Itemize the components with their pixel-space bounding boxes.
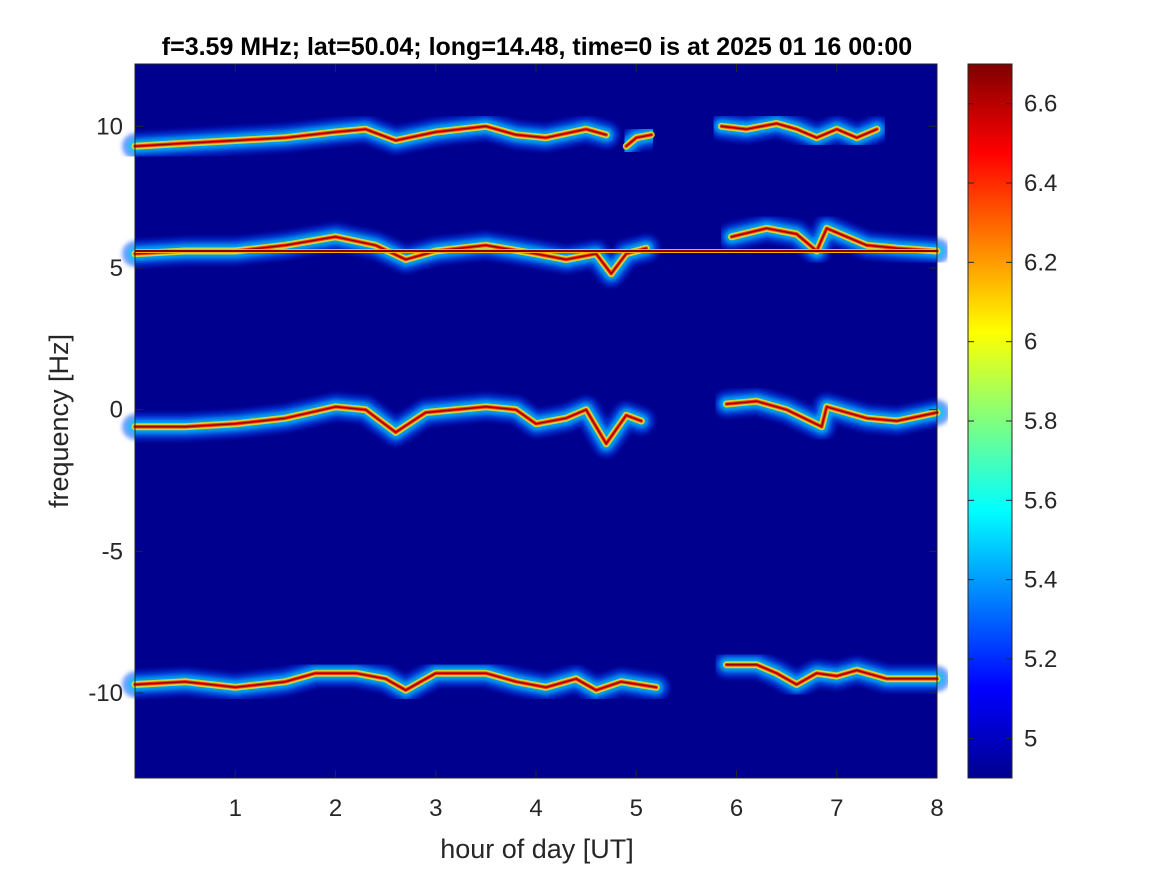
colorbar-tick-label: 5.4 [1024, 567, 1057, 594]
colorbar-tick-label: 6.4 [1024, 170, 1057, 197]
colorbar-tick-label: 6.2 [1024, 249, 1057, 276]
y-tick-label: -5 [102, 538, 123, 565]
x-tick-label: 3 [429, 795, 442, 822]
trace-band [725, 400, 938, 428]
trace-band [730, 227, 938, 252]
x-axis-ticks: 1 2 3 4 5 6 7 8 [229, 64, 944, 822]
trace-band [134, 406, 643, 445]
colorbar-tick-label: 5.8 [1024, 408, 1057, 435]
colorbar-ticks: 5 5.2 5.4 5.6 5.8 6 6.2 6.4 6.6 [968, 91, 1057, 752]
colorbar-tick-label: 6 [1024, 329, 1037, 356]
x-tick-label: 4 [529, 795, 542, 822]
x-tick-label: 2 [329, 795, 342, 822]
x-tick-label: 8 [930, 795, 943, 822]
trace-band [625, 134, 653, 147]
trace-band [134, 672, 658, 691]
colorbar-tick-label: 5.2 [1024, 646, 1057, 673]
trace-band [134, 125, 607, 147]
trace-band [725, 663, 938, 686]
y-tick-label: 10 [96, 113, 123, 140]
y-axis-ticks: -10 -5 0 5 10 [88, 113, 937, 707]
colorbar [967, 63, 1013, 779]
x-tick-label: 6 [730, 795, 743, 822]
x-tick-label: 7 [830, 795, 843, 822]
x-tick-label: 5 [630, 795, 643, 822]
trace-band [720, 122, 878, 139]
colorbar-tick-label: 6.6 [1024, 91, 1057, 118]
x-tick-label: 1 [229, 795, 242, 822]
y-tick-label: 0 [110, 397, 123, 424]
y-tick-label: 5 [110, 255, 123, 282]
colorbar-tick-label: 5.6 [1024, 487, 1057, 514]
spectral-traces [122, 110, 950, 704]
chart-title: f=3.59 MHz; lat=50.04; long=14.48, time=… [162, 33, 912, 61]
y-axis-label: frequency [Hz] [44, 334, 74, 508]
y-tick-label: -10 [88, 680, 123, 707]
colorbar-tick-label: 5 [1024, 725, 1037, 752]
x-axis-label: hour of day [UT] [440, 834, 634, 864]
